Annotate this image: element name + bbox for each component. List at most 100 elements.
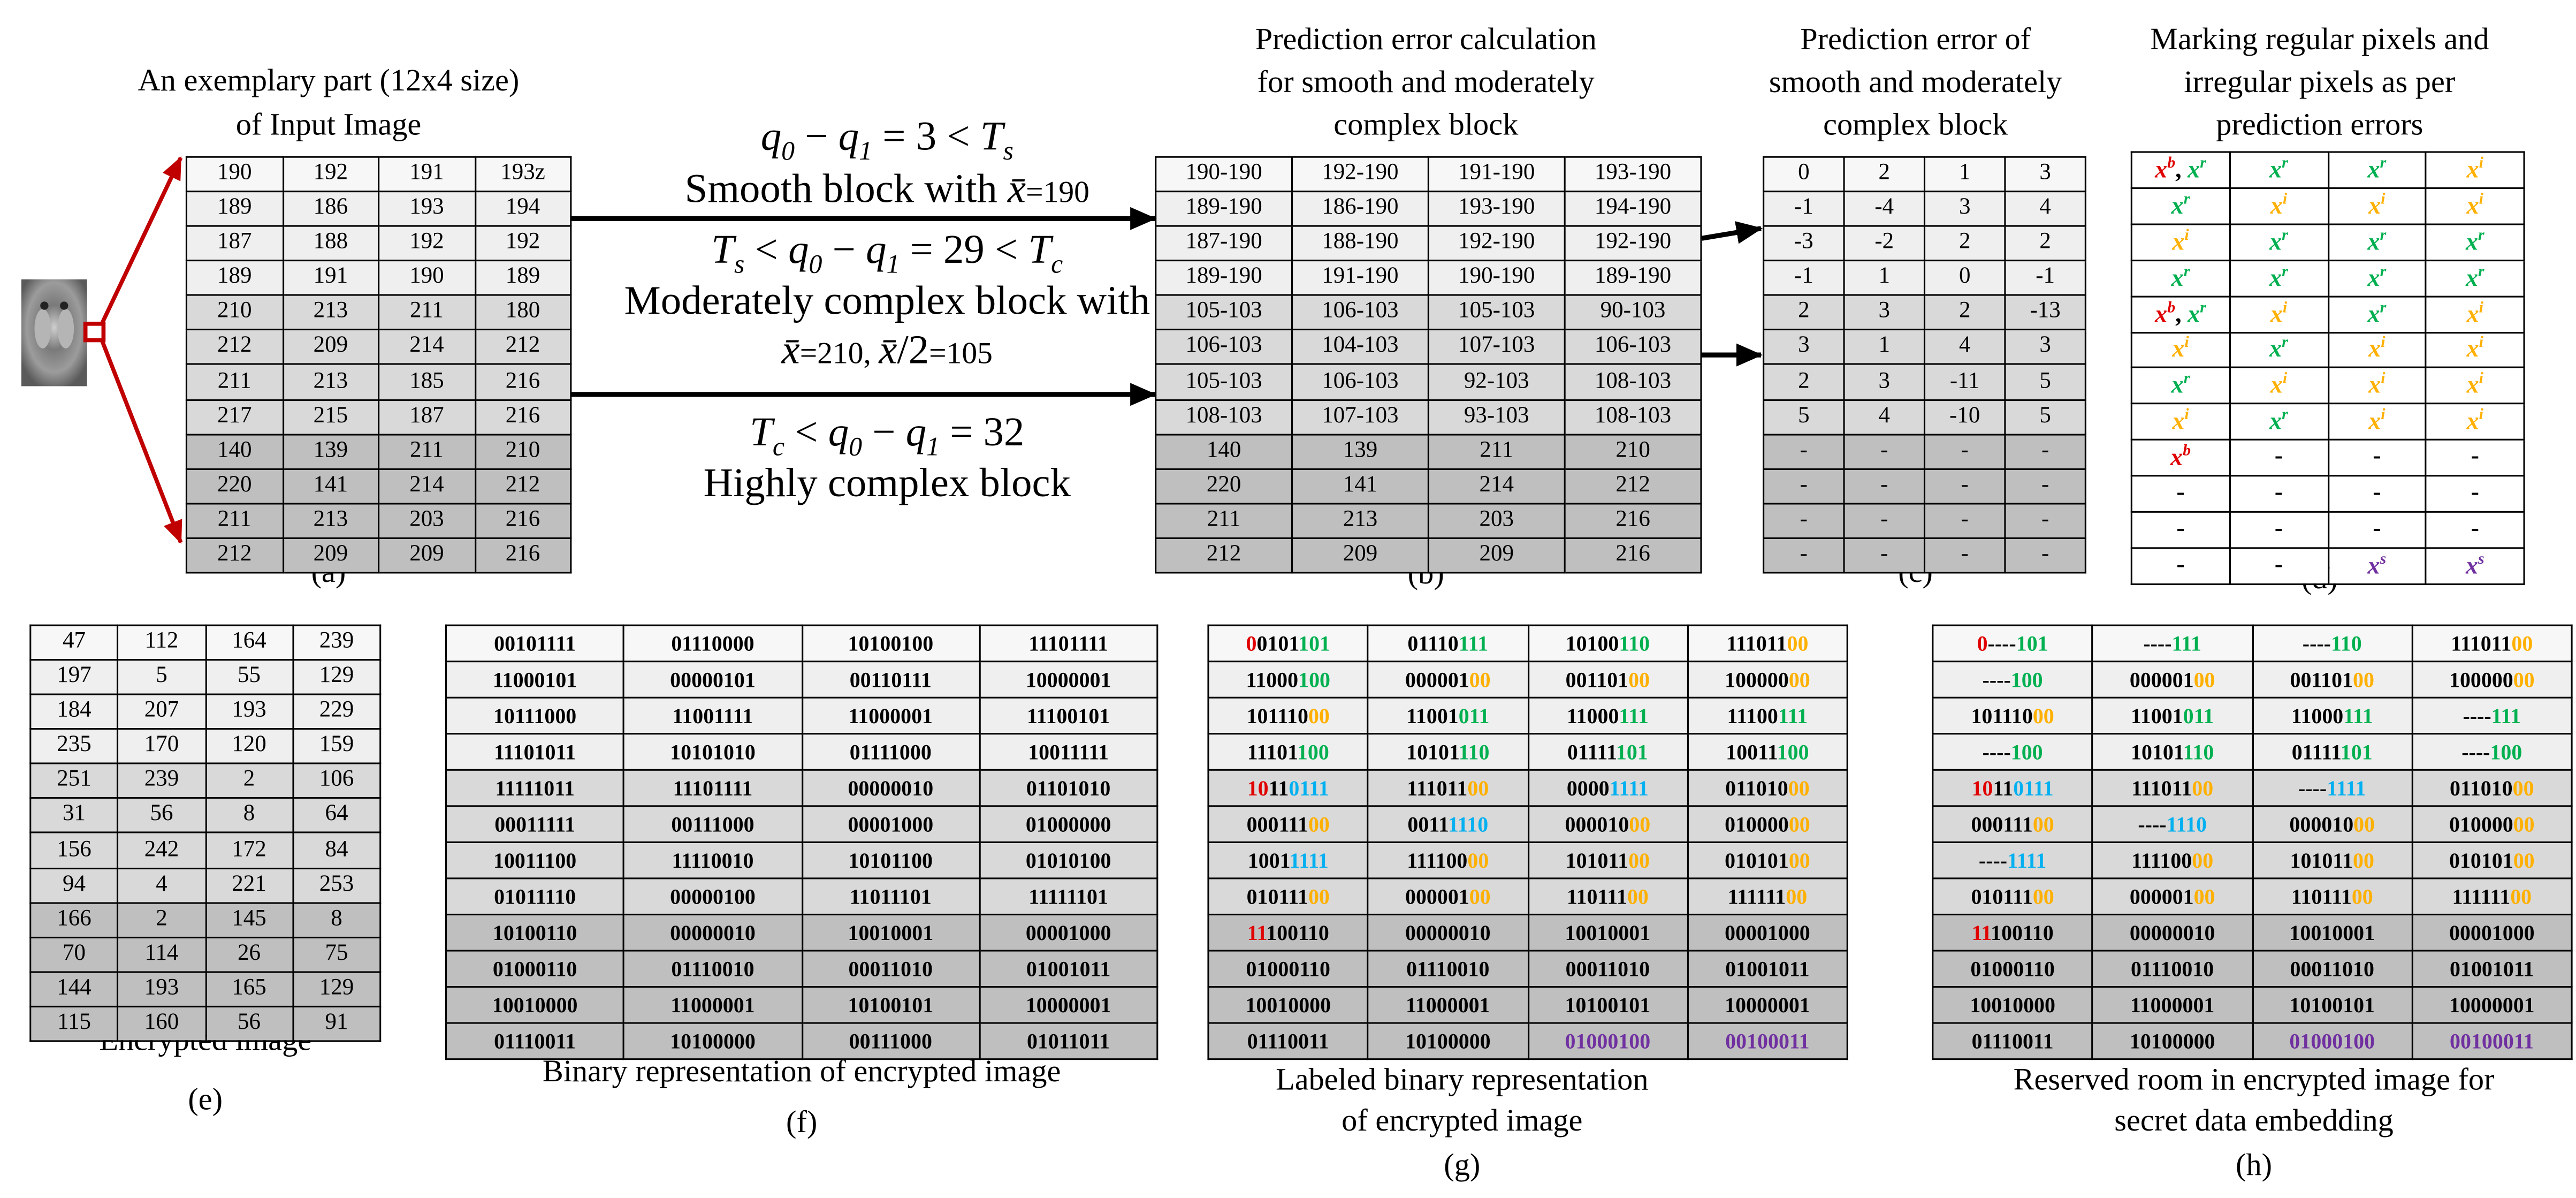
table-cell: 11111101 bbox=[978, 877, 1159, 915]
segment: 11100 bbox=[1727, 702, 1778, 727]
table-cell: 3 bbox=[1843, 294, 1926, 331]
table-cell: -4 bbox=[1843, 191, 1926, 228]
segment-text: =105 bbox=[929, 337, 993, 371]
segment: 111 bbox=[2172, 630, 2201, 655]
block-annotation: Smooth block with x̄=190 bbox=[685, 168, 1089, 214]
table-row: 10010000 11000001 10100101 10000001 bbox=[445, 985, 1159, 1024]
table-cell: -1 bbox=[1763, 260, 1845, 297]
table-cell: xi bbox=[2327, 331, 2427, 369]
segment: 111 bbox=[2343, 702, 2373, 727]
superscript: r bbox=[2183, 190, 2190, 209]
segment: xi bbox=[2467, 191, 2483, 220]
table-cell: 26 bbox=[204, 936, 294, 973]
segment: Tc bbox=[750, 411, 784, 462]
table-cell: xi bbox=[2327, 403, 2427, 441]
segment: 00 bbox=[2194, 666, 2215, 691]
segment: 00 bbox=[2511, 630, 2533, 655]
table-cell: 211 bbox=[185, 502, 284, 539]
superscript: i bbox=[2479, 154, 2484, 173]
table-row: xb, xr xr xr xi bbox=[2130, 151, 2525, 189]
table-cell: 01011011 bbox=[978, 1022, 1159, 1060]
table-cell: 00110100 bbox=[2251, 661, 2413, 699]
table-cell: 10000000 bbox=[2411, 661, 2573, 699]
table-row: 187-190 188-190 192-190 192-190 bbox=[1155, 225, 1702, 262]
segment: ---- bbox=[1983, 666, 2011, 691]
table-cell: 3 bbox=[1763, 329, 1845, 366]
segment-text: x bbox=[2270, 301, 2283, 328]
segment: xi bbox=[2368, 406, 2385, 436]
table-cell: 129 bbox=[292, 659, 382, 696]
segment-text: x bbox=[2269, 157, 2282, 184]
table-cell: 192 bbox=[378, 225, 476, 262]
segment-text: 01000100 bbox=[1565, 1028, 1651, 1053]
table-cell: xr bbox=[2327, 259, 2427, 297]
segment: 000111 bbox=[1971, 811, 2032, 836]
segment-text: x bbox=[2171, 193, 2184, 220]
segment-text: 10 bbox=[1971, 775, 1993, 800]
segment: 1110 bbox=[2167, 811, 2207, 836]
segment: xr bbox=[2171, 190, 2190, 220]
table-cell: 164 bbox=[204, 624, 294, 661]
superscript: i bbox=[2282, 370, 2288, 389]
segment: ---- bbox=[2303, 630, 2331, 655]
segment-text: 110111 bbox=[1566, 883, 1627, 908]
table-cell: 115 bbox=[29, 1005, 119, 1042]
table-cell: 11101100 bbox=[2411, 624, 2573, 663]
segment: 100 bbox=[1777, 739, 1809, 763]
superscript: i bbox=[2479, 370, 2484, 389]
data-table: 190 192 191 193z 189 186 193 194 187 188 192 192 189… bbox=[185, 156, 572, 574]
table-cell: 01010100 bbox=[2411, 841, 2573, 879]
segment: 100 bbox=[1298, 666, 1330, 691]
segment-text: = 3 < bbox=[872, 115, 980, 160]
subscript: 1 bbox=[859, 136, 873, 166]
table-cell: 10101100 bbox=[801, 841, 981, 879]
table-cell: xr bbox=[2229, 151, 2329, 189]
table-cell: xi bbox=[2229, 367, 2329, 405]
segment-text: x bbox=[2269, 337, 2282, 364]
table-cell: 209 bbox=[281, 537, 380, 574]
table-row: 115 160 56 91 bbox=[29, 1005, 382, 1042]
table-cell: 00000100 bbox=[2091, 661, 2253, 699]
superscript: r bbox=[2478, 226, 2484, 245]
table-row: 108-103 107-103 93-103 108-103 bbox=[1155, 398, 1702, 435]
superscript: i bbox=[2381, 406, 2386, 424]
segment-text: 100 bbox=[1298, 666, 1330, 691]
segment-text: 00 bbox=[2510, 883, 2532, 908]
table-cell: 90-103 bbox=[1564, 294, 1702, 331]
table-cell: ----100 bbox=[1932, 661, 2093, 699]
segment: 1111 bbox=[2327, 775, 2366, 800]
table-cell: 1 bbox=[1843, 260, 1926, 297]
table-cell: 140 bbox=[185, 433, 284, 470]
segment: 110 bbox=[2183, 739, 2214, 763]
table-row: 211 213 185 216 bbox=[185, 363, 572, 400]
segment-text: 110111 bbox=[2291, 883, 2352, 908]
segment-text: 00 bbox=[2351, 883, 2373, 908]
table-row: 197 5 55 129 bbox=[29, 659, 382, 696]
table-cell: 2 bbox=[1763, 363, 1845, 400]
table-row: 187 188 192 192 bbox=[185, 225, 572, 262]
table-cell: 01110000 bbox=[623, 624, 803, 663]
table-cell: xi bbox=[2425, 331, 2525, 369]
segment: 00 bbox=[2033, 811, 2054, 836]
table-cell: 01000100 bbox=[2251, 1022, 2413, 1060]
data-table: xb, xr xr xr xi xr xi xi xi xi xr xr xr xr xr xr xr xb, … bbox=[2130, 151, 2525, 585]
table-cell: 2 bbox=[1843, 156, 1926, 193]
table-cell: xi bbox=[2425, 367, 2525, 405]
table-cell: - bbox=[1843, 537, 1926, 574]
segment: 010101 bbox=[1725, 847, 1789, 872]
segment-text: 111011 bbox=[1726, 630, 1787, 655]
segment-text: 010101 bbox=[2449, 847, 2513, 872]
table-cell: 11001011 bbox=[1367, 696, 1529, 735]
superscript: i bbox=[2184, 406, 2189, 424]
table-cell: - bbox=[2130, 475, 2231, 513]
table-cell: 64 bbox=[292, 798, 382, 834]
segment-text: x bbox=[2368, 193, 2381, 220]
table-cell: 212 bbox=[1155, 537, 1293, 574]
segment-text: 00 bbox=[2032, 702, 2054, 727]
table-cell: -10 bbox=[1923, 398, 2006, 435]
segment: xr bbox=[2368, 226, 2387, 256]
table-cell: 01110011 bbox=[1932, 1022, 2093, 1060]
segment-text: 11 bbox=[1247, 919, 1267, 944]
table-cell: 160 bbox=[117, 1005, 207, 1042]
